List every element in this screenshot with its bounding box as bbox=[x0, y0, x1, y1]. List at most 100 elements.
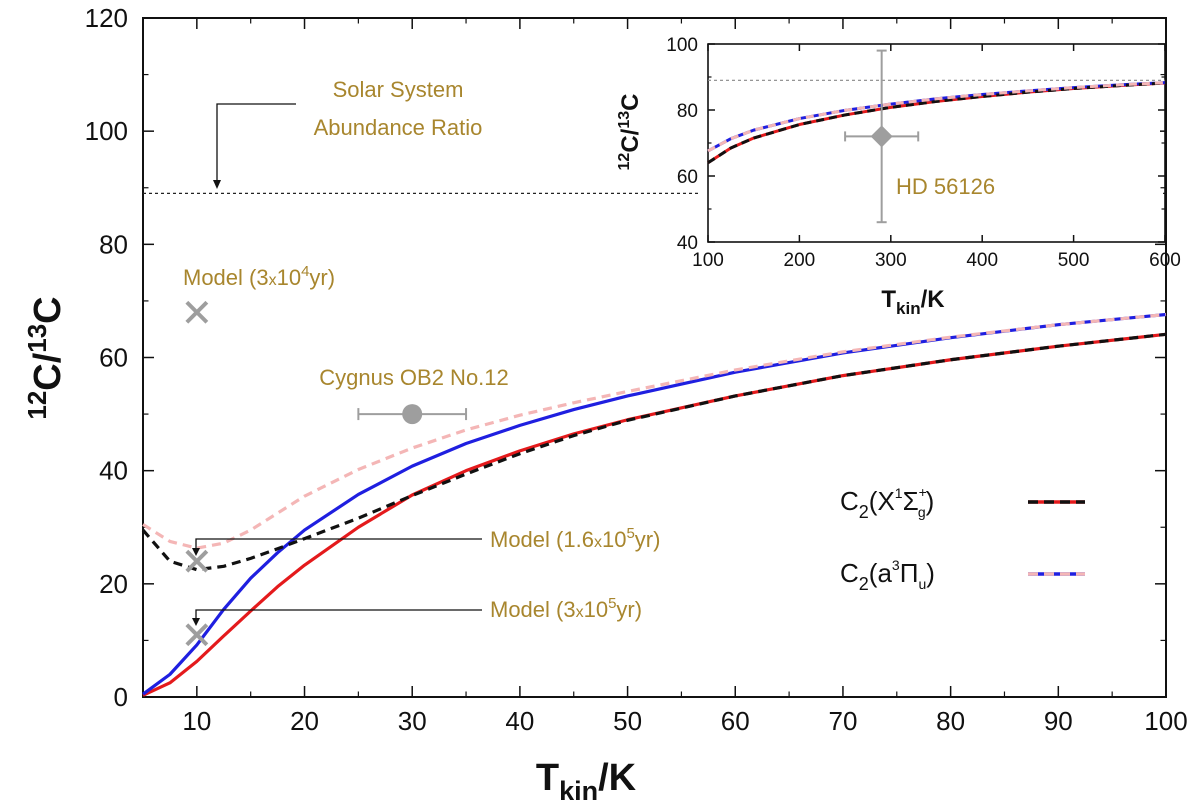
inset-y-axis-title-sup1: 12 bbox=[616, 153, 633, 171]
main-y-axis-title-tail: C bbox=[27, 296, 69, 323]
inset-observation-marker bbox=[844, 49, 920, 224]
model-label-1-pre: Model (3 bbox=[183, 265, 269, 290]
legend-1-open: (X bbox=[869, 486, 895, 516]
model-arrow-3-head bbox=[192, 618, 200, 626]
inset-x-tick-label: 200 bbox=[784, 250, 816, 271]
inset-y-tick-label: 80 bbox=[677, 101, 698, 122]
main-observation-markers bbox=[185, 300, 468, 647]
inset-y-axis-title-mid: C/ bbox=[617, 128, 644, 152]
model-label-2-x: x bbox=[594, 534, 602, 551]
series-x_state_dashed bbox=[141, 332, 1167, 572]
series-inset_a_dashed bbox=[707, 81, 1166, 153]
inset-series-group bbox=[707, 81, 1166, 165]
main-x-tick-label: 10 bbox=[182, 706, 211, 736]
legend-1-sym: Σ bbox=[903, 486, 919, 516]
legend-entry-1-label: C2(X1Σ+ g) bbox=[840, 484, 934, 522]
legend-2-pre: C bbox=[840, 558, 859, 588]
inset-x-axis-title-main: T bbox=[881, 286, 896, 313]
hd-56126-point bbox=[870, 125, 893, 148]
legend-2-sub2: 2 bbox=[859, 574, 869, 594]
inset: 100 200 300 400 500 600 40 60 80 100 HD 56126 Tki… bbox=[616, 35, 1181, 318]
inset-background bbox=[700, 44, 1160, 242]
legend-2-sub-u: u bbox=[919, 576, 927, 592]
model-arrow-2 bbox=[195, 538, 482, 550]
inset-y-tick-label: 100 bbox=[666, 35, 698, 56]
inset-point-label: HD 56126 bbox=[896, 174, 995, 199]
legend-1-sub-g: g bbox=[918, 504, 926, 520]
model-label-2-post: yr) bbox=[635, 527, 661, 552]
series-a_state_dashed bbox=[142, 312, 1167, 550]
cygnus-point bbox=[402, 404, 423, 425]
model-label-3-post: yr) bbox=[616, 597, 642, 622]
main-x-tick-label: 60 bbox=[721, 706, 750, 736]
inset-x-axis-title-sub: kin bbox=[896, 299, 921, 318]
inset-x-axis-title: Tkin/K bbox=[881, 286, 945, 318]
legend-entry-2-label: C2(a3Πu) bbox=[840, 557, 935, 594]
main-y-axis-title-sup1: 12 bbox=[22, 391, 52, 420]
model-label-2: Model (1.6x105yr) bbox=[490, 525, 660, 552]
main-y-tick-label: 20 bbox=[99, 569, 128, 599]
model-label-3-sup: 5 bbox=[608, 595, 616, 612]
model-label-3: Model (3x105yr) bbox=[490, 595, 642, 622]
main-y-axis-title: 12C/13C bbox=[22, 296, 69, 419]
main-y-tick-label: 80 bbox=[99, 229, 128, 259]
main-x-tick-label: 70 bbox=[828, 706, 857, 736]
model-point-3 bbox=[185, 623, 209, 647]
model-label-1: Model (3x104yr) bbox=[183, 263, 335, 290]
legend-2-close: ) bbox=[926, 558, 935, 588]
inset-x-tick-label: 400 bbox=[966, 250, 998, 271]
main-x-tick-label: 100 bbox=[1144, 706, 1187, 736]
model-point-2 bbox=[185, 549, 209, 573]
main-x-axis-title-main: T bbox=[536, 757, 559, 799]
inset-axis-ticks: 100 200 300 400 500 600 40 60 80 100 bbox=[666, 35, 1181, 271]
inset-y-axis-title: 12C/13C bbox=[616, 94, 644, 171]
model-label-2-pre: Model (1.6 bbox=[490, 527, 594, 552]
model-label-1-sup: 4 bbox=[301, 263, 309, 280]
main-x-tick-label: 30 bbox=[398, 706, 427, 736]
main-x-axis-title: Tkin/K bbox=[536, 757, 637, 806]
model-label-2-num: 10 bbox=[602, 527, 626, 552]
model-label-2-sup: 5 bbox=[626, 525, 634, 542]
main-y-tick-label: 0 bbox=[114, 682, 128, 712]
main-y-tick-label: 40 bbox=[99, 456, 128, 486]
main-x-tick-label: 50 bbox=[613, 706, 642, 736]
main-axis-ticks: 10 20 30 40 50 60 70 80 90 100 0 20 40 60 80 100 120 bbox=[85, 3, 1188, 736]
inset-x-tick-label: 500 bbox=[1058, 250, 1090, 271]
model-label-1-num: 10 bbox=[277, 265, 301, 290]
model-label-3-x: x bbox=[576, 604, 584, 621]
inset-y-tick-label: 40 bbox=[677, 233, 698, 254]
legend-2-sup3: 3 bbox=[892, 557, 900, 573]
main-x-tick-label: 90 bbox=[1044, 706, 1073, 736]
legend-2-sym: Π bbox=[900, 558, 919, 588]
legend-2-open: (a bbox=[869, 558, 893, 588]
inset-y-tick-label: 60 bbox=[677, 167, 698, 188]
main-y-axis-title-sup2: 13 bbox=[22, 324, 52, 353]
legend-1-pre: C bbox=[840, 486, 859, 516]
inset-y-axis-title-sup2: 13 bbox=[616, 111, 633, 129]
main-x-tick-label: 40 bbox=[505, 706, 534, 736]
inset-y-axis-title-tail: C bbox=[617, 94, 644, 111]
model-label-1-x: x bbox=[269, 272, 277, 289]
main-y-tick-label: 100 bbox=[85, 116, 128, 146]
inset-x-axis-title-tail: /K bbox=[921, 286, 946, 313]
main-y-tick-label: 60 bbox=[99, 343, 128, 373]
inset-x-tick-label: 100 bbox=[692, 250, 724, 271]
model-label-3-num: 10 bbox=[584, 597, 608, 622]
solar-arrow bbox=[216, 103, 296, 184]
main-series-group bbox=[141, 312, 1167, 697]
inset-x-tick-label: 300 bbox=[875, 250, 907, 271]
legend-1-sub2: 2 bbox=[859, 502, 869, 522]
model-arrow-3 bbox=[195, 609, 482, 620]
model-arrow-2-head bbox=[192, 548, 200, 556]
model-label-1-post: yr) bbox=[309, 265, 335, 290]
main-x-tick-label: 80 bbox=[936, 706, 965, 736]
main-y-tick-label: 120 bbox=[85, 3, 128, 33]
solar-label-line1: Solar System bbox=[333, 77, 464, 102]
model-point-1 bbox=[185, 300, 209, 324]
main-y-axis-title-mid: C/ bbox=[27, 352, 69, 390]
series-a_state_solid bbox=[142, 312, 1167, 696]
legend-1-sup-plus: + bbox=[919, 484, 927, 500]
legend-1-sup1: 1 bbox=[895, 485, 903, 501]
main-x-axis-title-sub: kin bbox=[559, 776, 598, 806]
